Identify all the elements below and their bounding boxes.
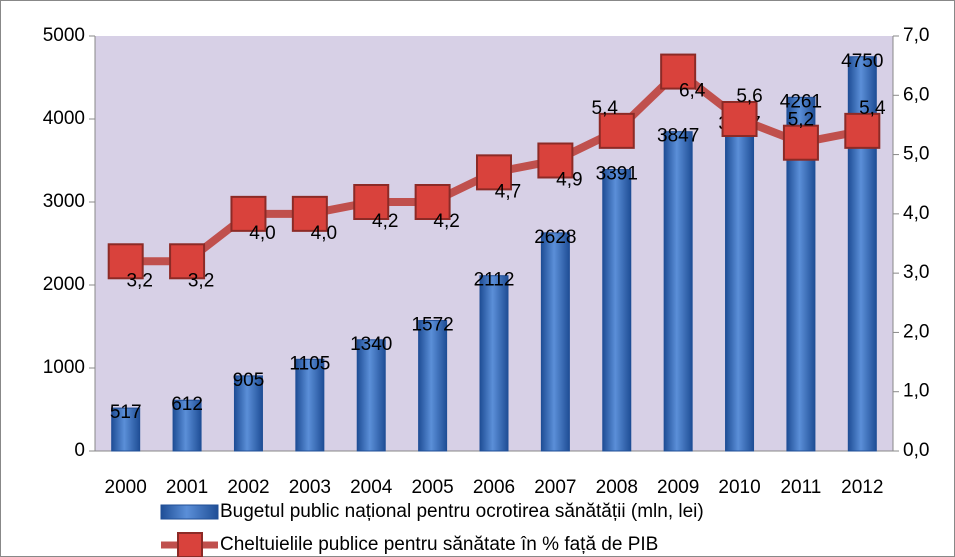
x-tick-label: 2001: [166, 477, 208, 498]
line-label: 3,2: [188, 270, 214, 291]
y2-tick-label: 7,0: [903, 25, 929, 46]
x-tick-label: 2012: [841, 477, 883, 498]
legend-label: Bugetul public național pentru ocrotirea…: [220, 501, 704, 522]
marker: [721, 101, 758, 137]
bar: [233, 375, 263, 452]
y2-tick-label: 0,0: [903, 440, 929, 461]
y2-tick-label: 6,0: [903, 84, 929, 105]
bar: [663, 131, 693, 452]
line-label: 6,4: [679, 81, 706, 102]
y-tick-label: 2000: [43, 274, 85, 295]
marker: [230, 195, 267, 232]
x-tick-label: 2002: [227, 477, 269, 498]
bar: [725, 118, 755, 452]
bar-label: 2628: [534, 227, 576, 248]
x-tick-label: 2009: [657, 477, 699, 498]
y-tick-label: 4000: [43, 108, 85, 129]
marker: [353, 184, 390, 220]
bar: [172, 399, 202, 452]
bar-label: 612: [171, 394, 203, 415]
x-tick-label: 2008: [596, 477, 638, 498]
bar-label: 3847: [657, 126, 699, 147]
marker: [844, 112, 881, 149]
bar: [418, 320, 448, 452]
bar: [479, 275, 509, 452]
line-label: 5,2: [788, 110, 814, 131]
x-tick-label: 2004: [350, 477, 393, 498]
line-label: 4,0: [249, 223, 275, 244]
marker: [414, 184, 451, 220]
line-label: 5,6: [736, 86, 762, 107]
legend-swatch: [160, 504, 219, 520]
line-label: 4,7: [495, 181, 521, 202]
line-label: 4,2: [372, 211, 398, 232]
x-tick-label: 2000: [105, 477, 147, 498]
bar-label: 3391: [596, 164, 638, 185]
bar-label: 517: [110, 402, 142, 423]
bar-label: 905: [233, 370, 265, 391]
line-label: 5,4: [859, 98, 886, 119]
bar: [356, 339, 386, 452]
y2-tick-label: 1,0: [903, 381, 929, 402]
bar-label: 1105: [289, 353, 330, 374]
x-tick-label: 2011: [780, 477, 821, 498]
line-label: 4,2: [433, 211, 459, 232]
legend-marker: [177, 532, 203, 557]
marker: [660, 53, 697, 90]
y-tick-label: 0: [74, 440, 85, 461]
y-tick-label: 5000: [43, 25, 85, 46]
y2-tick-label: 2,0: [903, 321, 929, 342]
y2-tick-label: 5,0: [903, 144, 929, 165]
legend-label: Cheltuielile publice pentru sănătate în …: [220, 534, 658, 555]
x-tick-label: 2005: [411, 477, 453, 498]
marker: [782, 124, 819, 161]
y-tick-label: 1000: [43, 357, 85, 378]
bar-label: 1340: [350, 334, 392, 355]
marker: [169, 243, 206, 280]
marker: [291, 195, 328, 232]
bar-label: 4750: [841, 51, 883, 72]
marker: [537, 142, 574, 179]
bar-label: 4261: [780, 91, 822, 112]
line-label: 3,2: [126, 270, 152, 291]
marker: [598, 112, 635, 149]
x-tick-label: 2007: [534, 477, 576, 498]
y2-tick-label: 3,0: [903, 262, 929, 283]
bar: [540, 232, 570, 452]
marker: [107, 243, 144, 280]
y-tick-label: 3000: [43, 191, 85, 212]
line-label: 4,9: [556, 170, 582, 191]
y2-tick-label: 4,0: [903, 203, 929, 224]
x-tick-label: 2003: [289, 477, 331, 498]
bar: [295, 358, 325, 452]
x-tick-label: 2006: [473, 477, 515, 498]
bar: [111, 407, 141, 452]
line-label: 5,4: [592, 98, 619, 119]
line-label: 4,0: [311, 223, 337, 244]
x-tick-label: 2010: [718, 477, 760, 498]
bar: [602, 169, 632, 452]
marker: [476, 154, 512, 191]
bar-label: 1572: [411, 315, 453, 336]
bar-label: 2112: [474, 270, 515, 291]
